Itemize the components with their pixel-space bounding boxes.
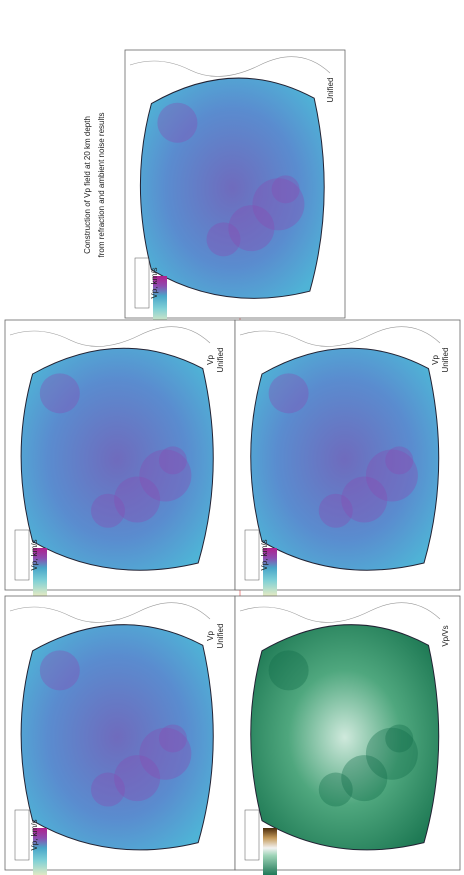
panel-label: Unified	[326, 78, 335, 103]
caption-line: from refraction and ambient noise result…	[97, 113, 106, 258]
anomaly	[366, 728, 418, 780]
panel-label: Vp/Vs	[441, 625, 450, 646]
colorbar-label: Vp, km/s	[30, 819, 39, 850]
map-panel: Vp/Vs	[235, 596, 460, 875]
anomaly	[139, 449, 191, 501]
caption-line: Construction of Vp field at 20 km depth	[83, 116, 92, 254]
panel-label: Vp	[206, 631, 215, 641]
anomaly	[139, 728, 191, 780]
panel-label: Unified	[216, 348, 225, 373]
colorbar-fill	[263, 828, 277, 875]
panel-label: Vp	[206, 355, 215, 365]
caption: Construction of Vp field at 20 km depth …	[83, 113, 106, 258]
anomaly	[40, 373, 80, 413]
colorbar-label: Vp, km/s	[150, 267, 159, 298]
panel-label: Unified	[441, 348, 450, 373]
figure: Construction of Vp field at 20 km depth …	[0, 0, 464, 875]
anomaly	[157, 103, 197, 143]
colorbar-label: Vp, km/s	[30, 539, 39, 570]
anomaly	[366, 449, 418, 501]
map-panel: Vp, km/s Unified	[125, 50, 345, 326]
panel-label: Unified	[216, 624, 225, 649]
colorbar-label: Vp, km/s	[260, 539, 269, 570]
anomaly	[40, 650, 80, 690]
anomaly	[252, 178, 304, 230]
panel-label: Vp	[431, 355, 440, 365]
anomaly	[269, 650, 309, 690]
anomaly	[269, 373, 309, 413]
